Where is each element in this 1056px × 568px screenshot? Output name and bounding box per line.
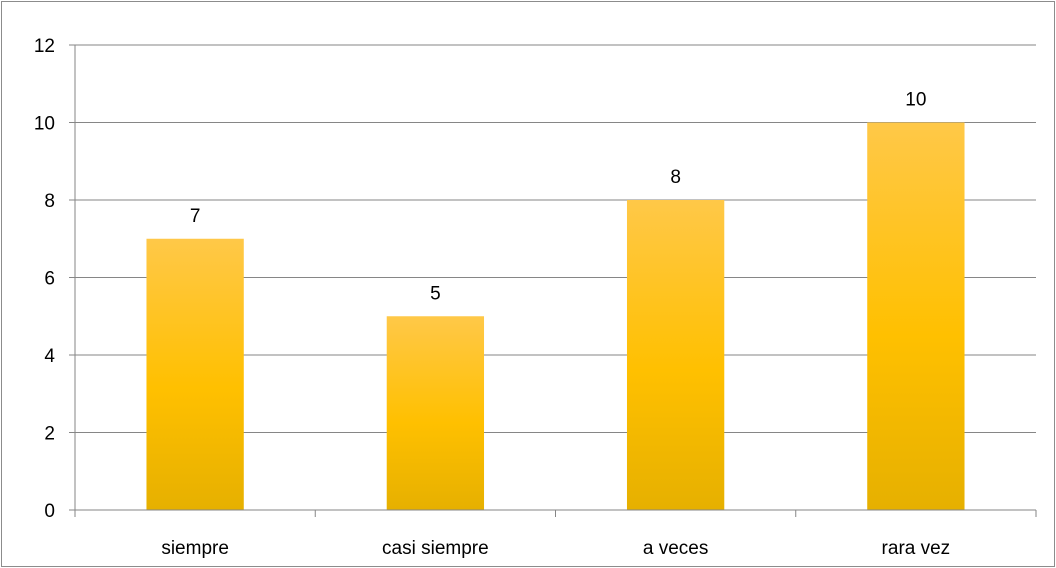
data-label: 10 [905, 90, 926, 111]
y-tick-label: 12 [34, 36, 55, 57]
data-label: 7 [190, 206, 201, 227]
y-tick-label: 2 [44, 424, 55, 445]
bar-casi-siempre [386, 316, 485, 510]
bar-rara-vez [867, 122, 965, 510]
y-tick-label: 4 [44, 346, 55, 367]
bar-siempre [146, 238, 244, 510]
x-category-label: a veces [643, 538, 708, 559]
x-category-label: siempre [161, 538, 229, 559]
data-label: 8 [670, 167, 681, 188]
axes [69, 44, 1037, 517]
y-tick-label: 8 [44, 191, 55, 212]
y-tick-label: 6 [44, 269, 55, 290]
bars [146, 122, 965, 510]
labels: 0 2 4 6 8 10 12 7 siempre 5 casi siempre 8 a veces 10… [34, 36, 950, 559]
y-tick-label: 10 [34, 114, 55, 135]
data-label: 5 [430, 283, 441, 304]
x-category-label: rara vez [882, 538, 951, 559]
bar-a-veces [626, 200, 725, 510]
y-tick-label: 0 [44, 501, 55, 522]
x-category-label: casi siempre [382, 538, 489, 559]
